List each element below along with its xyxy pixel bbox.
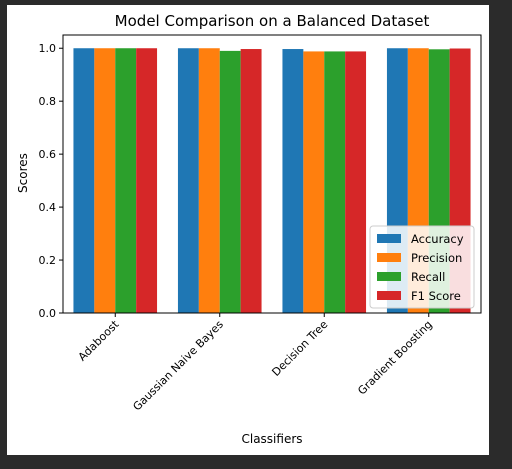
y-tick-label: 0.2: [39, 254, 57, 267]
chart-title: Model Comparison on a Balanced Dataset: [115, 12, 430, 30]
plot-area-frame: [62, 34, 482, 314]
bar-accuracy: [177, 48, 199, 313]
bar-accuracy: [282, 49, 304, 313]
bar-precision: [198, 48, 220, 313]
legend-label: Precision: [411, 251, 462, 265]
bar-accuracy: [73, 48, 95, 313]
y-axis-title: Scores: [16, 153, 30, 193]
x-axis-title: Classifiers: [241, 432, 302, 446]
bar-recall: [219, 50, 241, 314]
legend-swatch: [377, 253, 401, 262]
y-tick-label: 0.4: [39, 201, 57, 214]
bar-recall: [115, 48, 137, 313]
bar-precision: [94, 48, 116, 313]
legend-box: [369, 225, 475, 309]
bar-f1-score: [345, 51, 367, 314]
legend-label: Accuracy: [411, 232, 464, 246]
y-tick-label: 0.0: [39, 307, 57, 320]
bar-recall: [324, 51, 346, 314]
bars-group: [73, 48, 471, 314]
bar-f1-score: [136, 48, 158, 313]
legend-swatch: [377, 291, 401, 300]
bar-precision: [303, 51, 325, 314]
bar-f1-score: [240, 49, 262, 313]
y-tick-label: 0.6: [39, 148, 57, 161]
legend-label: Recall: [411, 270, 445, 284]
y-tick-label: 1.0: [39, 42, 57, 55]
legend: Accuracy Precision Recall F1 Score: [369, 225, 475, 309]
legend-swatch: [377, 234, 401, 243]
legend-label: F1 Score: [411, 289, 461, 303]
y-axis: 0.0 0.2 0.4 0.6 0.8 1.0: [39, 42, 63, 320]
legend-swatch: [377, 272, 401, 281]
y-tick-label: 0.8: [39, 95, 57, 108]
